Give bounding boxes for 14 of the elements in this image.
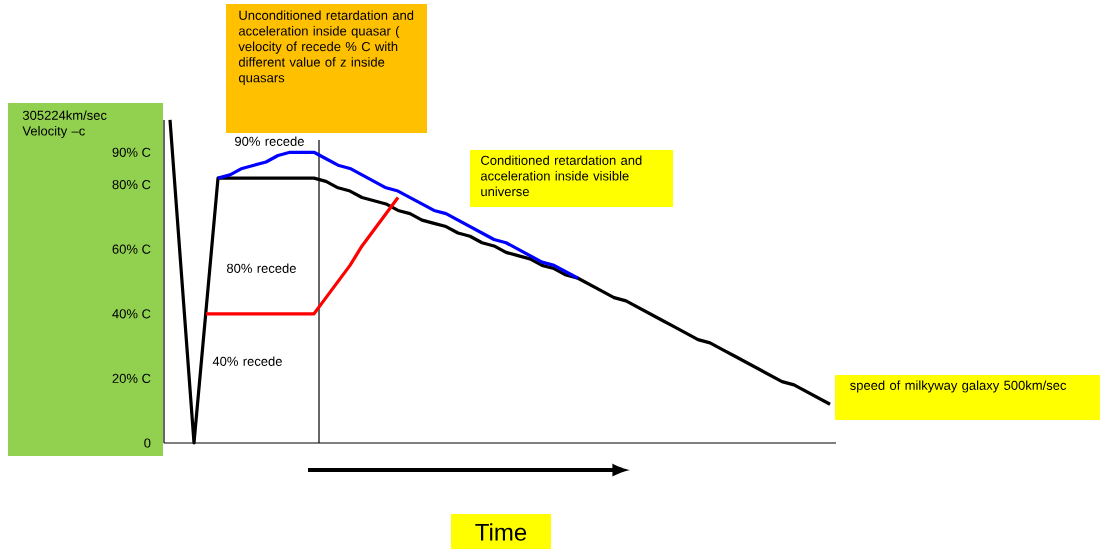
y-axis-title: 305224km/sec Velocity –c bbox=[22, 110, 107, 139]
annotation: 90% recede bbox=[235, 136, 304, 146]
y-tick-label: 20% C bbox=[112, 373, 151, 383]
y-tick-label: 0 bbox=[144, 438, 151, 448]
text: speed of milkyway galaxy 500km/sec bbox=[850, 380, 1067, 393]
y-tick-label: 90% C bbox=[112, 147, 151, 157]
annotation: 40% recede bbox=[212, 356, 282, 366]
text: Unconditioned retardation and acceleration inside quasar ( velocity of recede % C with different value of z inside quasars bbox=[238, 10, 414, 85]
x-axis-title: Time bbox=[475, 523, 527, 541]
y-tick-label: 80% C bbox=[112, 179, 151, 190]
annotation: Conditioned retardation and acceleration inside visible universe bbox=[480, 155, 642, 197]
y-tick-label: 60% C bbox=[112, 244, 151, 254]
y-tick-label: 40% C bbox=[112, 309, 151, 319]
annotation: 80% recede bbox=[226, 263, 296, 273]
